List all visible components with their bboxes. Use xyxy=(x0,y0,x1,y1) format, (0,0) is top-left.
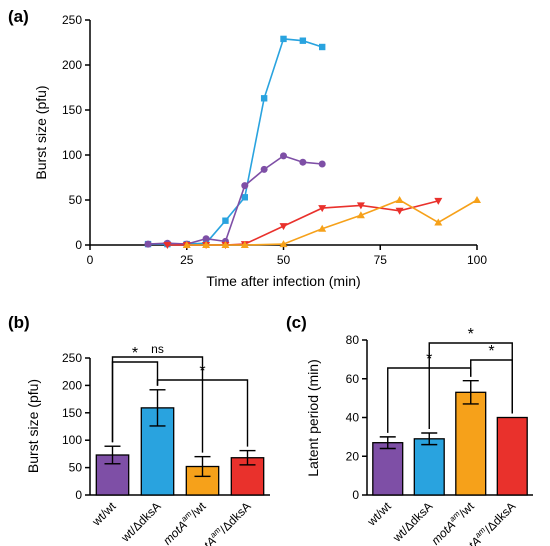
series-3-point xyxy=(395,196,404,203)
significance-label: * xyxy=(132,345,138,362)
panel-a-label: (a) xyxy=(8,7,29,26)
y-tick-label: 100 xyxy=(62,148,82,162)
series-1-point xyxy=(241,182,249,190)
significance-bracket xyxy=(156,379,249,447)
y-axis-label: Latent period (min) xyxy=(305,359,321,477)
y-tick-label: 100 xyxy=(62,433,82,447)
series-2-point xyxy=(395,207,404,215)
series-3-point xyxy=(202,241,211,248)
series-0-point xyxy=(241,194,248,201)
series-2-point xyxy=(356,202,365,210)
significance-bracket xyxy=(428,342,513,429)
x-tick-label: motAam/wt xyxy=(159,498,209,546)
y-tick-label: 150 xyxy=(62,103,82,117)
series-1-line xyxy=(148,155,323,245)
series-1-point xyxy=(299,158,307,166)
bar xyxy=(413,438,445,496)
series-0-point xyxy=(280,35,287,43)
significance-label: ns xyxy=(151,342,164,356)
x-tick-label: wt/wt xyxy=(364,499,394,529)
y-tick-label: 60 xyxy=(346,372,360,386)
x-axis-label: Time after infection (min) xyxy=(206,273,360,289)
series-3-point xyxy=(434,218,443,226)
series-1-point xyxy=(202,235,210,243)
series-1-point xyxy=(144,240,152,248)
series-3-point xyxy=(279,240,288,248)
y-tick-label: 20 xyxy=(346,449,360,463)
y-tick-label: 250 xyxy=(62,13,82,27)
series-1-point xyxy=(260,165,268,173)
y-tick-label: 0 xyxy=(352,488,359,502)
y-tick-label: 50 xyxy=(69,193,83,207)
x-tick-label: 100 xyxy=(467,253,487,267)
series-1-point xyxy=(280,152,287,160)
x-tick-label: 25 xyxy=(180,253,194,267)
series-0-point xyxy=(319,43,326,51)
chart-a: 0 50 100 150 200 250 0 25 50 75 100 Time after infe… xyxy=(33,13,487,289)
series-2-point xyxy=(434,197,443,205)
series-3-point xyxy=(182,241,191,248)
chart-b: 0 50 100 150 200 250 Burst size (pfu) ns * * wt/wt… xyxy=(25,342,270,546)
panel-c-label: (c) xyxy=(286,313,307,332)
series-2-point xyxy=(318,205,327,213)
series-3-line xyxy=(186,199,478,246)
y-tick-label: 200 xyxy=(62,58,82,72)
x-tick-label: wt/ΔdksA xyxy=(118,499,164,545)
series-3-point xyxy=(356,211,365,219)
series-2-point xyxy=(163,242,172,249)
significance-label: * xyxy=(468,326,474,343)
y-tick-label: 200 xyxy=(62,378,82,392)
y-axis-label: Burst size (pfu) xyxy=(33,85,49,179)
significance-label: * xyxy=(488,343,494,360)
y-tick-label: 50 xyxy=(69,461,83,475)
series-0-point xyxy=(222,217,229,224)
series-2-point xyxy=(279,223,288,231)
x-tick-label: 75 xyxy=(374,253,388,267)
y-tick-label: 150 xyxy=(62,406,82,420)
x-tick-label: 50 xyxy=(277,253,291,267)
y-tick-label: 0 xyxy=(75,488,82,502)
significance-bracket xyxy=(111,361,159,443)
y-tick-label: 80 xyxy=(346,333,360,347)
series-3-point xyxy=(473,196,481,203)
x-tick-label: wt/wt xyxy=(89,499,119,529)
y-tick-label: 250 xyxy=(62,351,82,365)
bar xyxy=(455,391,487,496)
series-3-point xyxy=(240,241,249,248)
y-tick-label: 0 xyxy=(75,238,82,252)
y-axis-label: Burst size (pfu) xyxy=(25,379,41,473)
series-1-point xyxy=(318,160,326,168)
significance-label: * xyxy=(199,363,205,380)
bar xyxy=(496,416,528,496)
series-0-point xyxy=(260,95,268,102)
bar xyxy=(372,442,404,496)
series-3-point xyxy=(318,224,327,232)
series-3-point xyxy=(221,241,230,248)
series-0-point xyxy=(299,37,307,44)
x-tick-label: 0 xyxy=(87,253,94,267)
y-tick-label: 40 xyxy=(346,411,360,425)
panel-b-label: (b) xyxy=(8,313,30,332)
